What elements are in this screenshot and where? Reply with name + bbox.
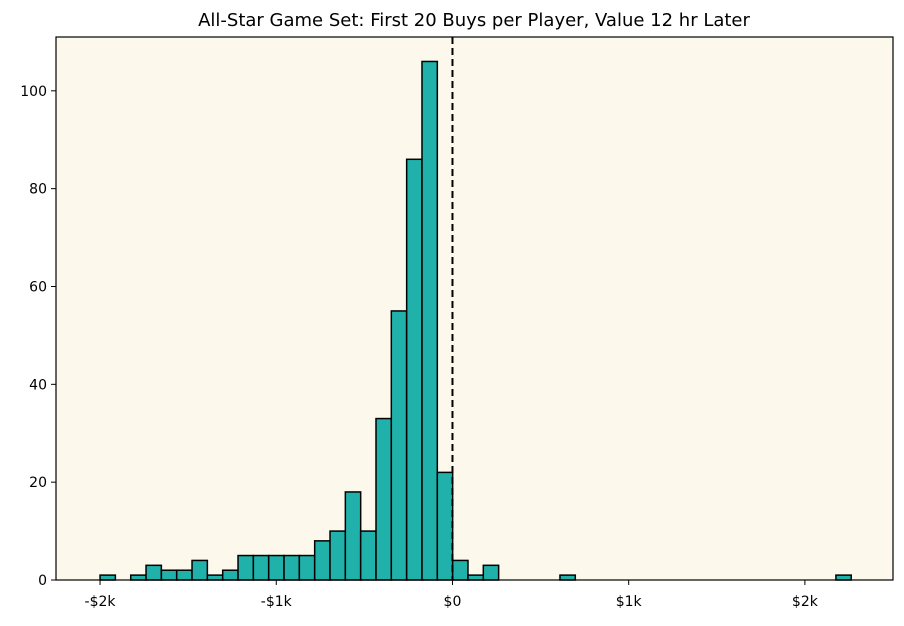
histogram-bar [359,530,377,581]
histogram-bar [267,554,285,581]
histogram-bar [298,554,316,581]
histogram-bar [221,569,239,581]
histogram-bar [252,554,270,581]
histogram-bar [421,60,439,581]
histogram-bar [390,310,408,581]
histogram-bar [206,574,224,581]
plot-frame [55,36,894,581]
histogram-bar [283,554,301,581]
histogram-bar [329,530,347,581]
y-axis: 0 20 40 60 80 100 [20,84,56,589]
histogram-bar [344,491,362,581]
histogram-bar [405,158,423,581]
y-tick-label: 60 [29,279,47,295]
y-tick-label: 40 [29,377,47,393]
histogram-bar [436,471,454,581]
histogram-bar [237,554,255,581]
chart-title: All-Star Game Set: First 20 Buys per Pla… [198,10,750,31]
histogram-bar [191,559,209,581]
histogram-bar [313,540,331,581]
x-axis: -$2k -$1k $0 $1k $2k [85,580,819,610]
y-tick-label: 0 [38,573,47,589]
y-tick-label: 20 [29,475,47,491]
x-tick-label: -$1k [261,594,293,610]
histogram-bar [99,574,117,581]
x-tick-label: $0 [444,594,462,610]
histogram-bar [482,564,500,581]
histogram-bar [175,569,193,581]
x-tick-label: $1k [616,594,643,610]
y-tick-label: 80 [29,182,47,198]
histogram-bar [129,574,147,581]
histogram-bar [467,574,485,581]
histogram-bar [375,417,393,581]
x-tick-label: -$2k [85,594,117,610]
y-tick-label: 100 [20,84,47,100]
x-tick-label: $2k [792,594,819,610]
histogram-bar [451,559,469,581]
histogram-bar [835,574,852,581]
plot-area [56,37,893,580]
histogram-bar [559,574,577,581]
histogram-bar [145,564,163,581]
histogram-bar [160,569,178,581]
bars-group [99,60,852,581]
